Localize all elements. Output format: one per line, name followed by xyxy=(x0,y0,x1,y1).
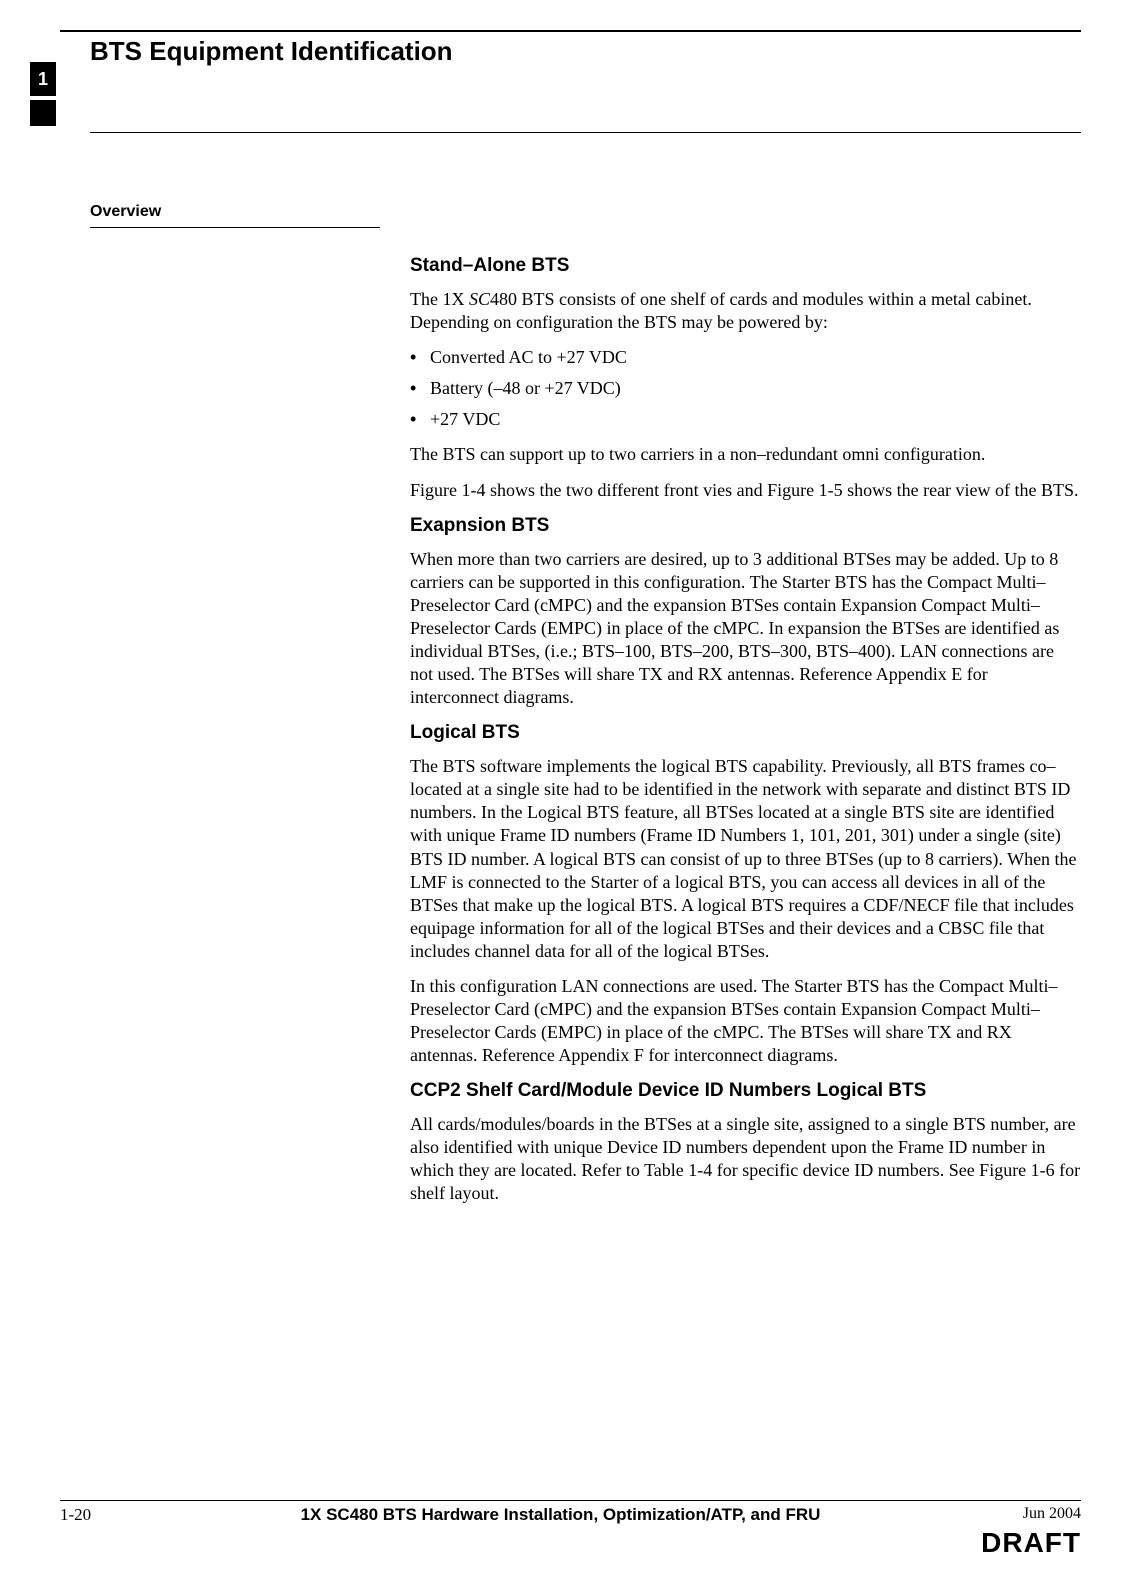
ccp2-para1: All cards/modules/boards in the BTSes at… xyxy=(410,1113,1081,1205)
left-tabs: 1 xyxy=(30,38,56,126)
bullet-text: +27 VDC xyxy=(430,409,500,429)
bullet-text: Battery (–48 or +27 VDC) xyxy=(430,378,621,398)
title-underline xyxy=(90,132,1081,133)
list-item: Battery (–48 or +27 VDC) xyxy=(410,377,1081,400)
top-rule xyxy=(60,30,1081,32)
section-label: Overview xyxy=(90,203,1081,221)
body-column: Stand–Alone BTS The 1X SC480 BTS consist… xyxy=(410,254,1081,1205)
black-square xyxy=(30,100,56,126)
standalone-bullets: Converted AC to +27 VDC Battery (–48 or … xyxy=(410,346,1081,431)
footer-page-number: 1-20 xyxy=(60,1505,140,1525)
standalone-para3: Figure 1-4 shows the two different front… xyxy=(410,479,1081,502)
footer-doc-title: 1X SC480 BTS Hardware Installation, Opti… xyxy=(140,1505,981,1525)
subhead-standalone: Stand–Alone BTS xyxy=(410,254,1081,278)
logical-para2: In this configuration LAN connections ar… xyxy=(410,975,1081,1067)
standalone-intro: The 1X SC480 BTS consists of one shelf o… xyxy=(410,288,1081,334)
footer-watermark: DRAFT xyxy=(60,1527,1081,1559)
text-italic: SC xyxy=(469,289,490,309)
subhead-expansion: Exapnsion BTS xyxy=(410,514,1081,538)
standalone-para2: The BTS can support up to two carriers i… xyxy=(410,443,1081,466)
text: The 1X xyxy=(410,289,469,309)
subhead-logical: Logical BTS xyxy=(410,721,1081,745)
list-item: Converted AC to +27 VDC xyxy=(410,346,1081,369)
bullet-text: Converted AC to +27 VDC xyxy=(430,347,627,367)
page: 1 BTS Equipment Identification Overview … xyxy=(0,0,1141,1577)
subhead-ccp2: CCP2 Shelf Card/Module Device ID Numbers… xyxy=(410,1079,1081,1103)
label-underline xyxy=(90,227,380,228)
list-item: +27 VDC xyxy=(410,408,1081,431)
page-title: BTS Equipment Identification xyxy=(90,36,453,67)
footer-date: Jun 2004 xyxy=(981,1505,1081,1523)
footer-rule xyxy=(60,1500,1081,1501)
text: 480 BTS consists of one shelf of cards a… xyxy=(410,289,1032,332)
logical-para1: The BTS software implements the logical … xyxy=(410,755,1081,962)
header-row: 1 BTS Equipment Identification xyxy=(30,38,1081,126)
chapter-tab: 1 xyxy=(30,62,56,96)
expansion-para1: When more than two carriers are desired,… xyxy=(410,548,1081,709)
footer-row: 1-20 1X SC480 BTS Hardware Installation,… xyxy=(60,1505,1081,1525)
footer: 1-20 1X SC480 BTS Hardware Installation,… xyxy=(60,1500,1081,1559)
